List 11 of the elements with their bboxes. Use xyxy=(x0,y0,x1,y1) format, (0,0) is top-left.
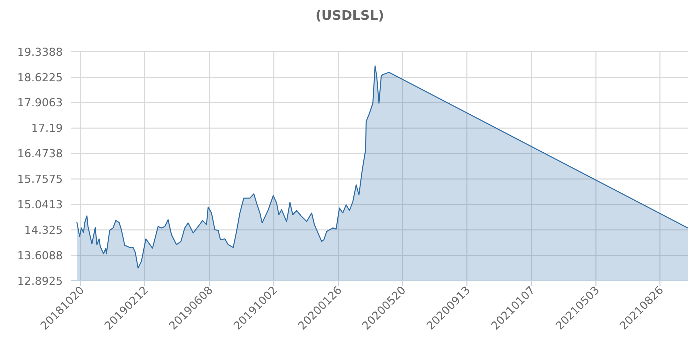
y-tick-label: 15.0413 xyxy=(18,198,63,212)
y-tick-label: 15.7575 xyxy=(18,173,63,186)
y-tick-label: 18.6225 xyxy=(18,71,63,84)
y-tick-label: 13.6088 xyxy=(18,249,63,262)
y-tick-label: 19.3388 xyxy=(18,46,63,59)
y-tick-label: 12.8925 xyxy=(18,274,63,288)
y-tick-label: 16.4738 xyxy=(18,148,63,161)
y-tick-label: 14.325 xyxy=(24,224,63,237)
y-tick-label: 17.9063 xyxy=(18,96,63,110)
y-tick-label: 17.19 xyxy=(32,122,63,136)
chart-title: (USDLSL) xyxy=(316,9,384,24)
